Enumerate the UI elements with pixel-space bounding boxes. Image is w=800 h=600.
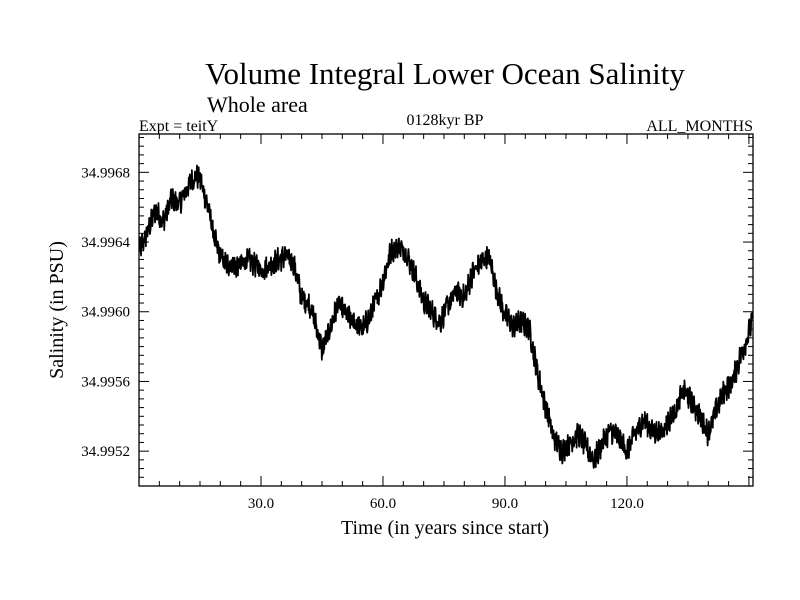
y-tick-label: 34.9960	[81, 305, 130, 321]
x-axis-label: Time (in years since start)	[341, 517, 549, 539]
y-axis-label: Salinity (in PSU)	[46, 241, 68, 379]
salinity-series-line	[139, 164, 753, 469]
chart-subtitle: Whole area	[207, 92, 308, 117]
y-tick-label: 34.9952	[81, 444, 130, 460]
y-tick-label: 34.9956	[81, 374, 130, 390]
months-label: ALL_MONTHS	[646, 118, 753, 135]
x-tick-label: 60.0	[370, 496, 396, 512]
y-axis-ticks	[139, 136, 753, 487]
x-tick-label: 90.0	[492, 496, 518, 512]
y-tick-label: 34.9968	[81, 165, 130, 181]
x-tick-label: 30.0	[248, 496, 274, 512]
period-label: 0128kyr BP	[407, 112, 484, 129]
x-axis-tick-labels: 30.0 60.0 90.0 120.0	[248, 496, 644, 512]
chart-title: Volume Integral Lower Ocean Salinity	[205, 56, 685, 91]
x-tick-label: 120.0	[610, 496, 644, 512]
y-axis-tick-labels: 34.9952 34.9956 34.9960 34.9964 34.9968	[81, 165, 130, 460]
y-tick-label: 34.9964	[81, 235, 130, 251]
plot-frame	[138, 133, 754, 487]
experiment-label: Expt = teitY	[139, 118, 219, 135]
